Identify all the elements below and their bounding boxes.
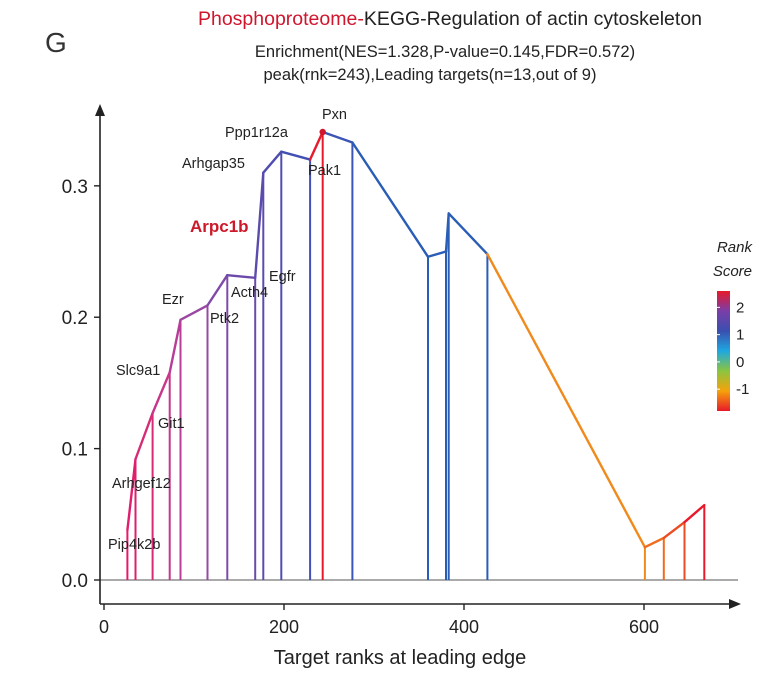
axes [95,104,741,609]
gene-label: Pak1 [308,163,341,179]
curve-segment [168,318,182,374]
y-tick-label: 0.0 [62,571,88,592]
gene-label: Arhgef12 [112,476,171,492]
curve-segment [447,212,489,256]
y-axis-arrow [95,104,105,116]
legend-title-score: Score [713,263,752,280]
legend-tick-label: -1 [736,381,749,398]
gene-label: Pxn [322,107,347,123]
gene-label: Git1 [158,416,185,432]
curve-segment [126,457,137,532]
curve-segment [226,273,257,280]
chart-title-main: KEGG-Regulation of actin cytoskeleton [364,8,702,30]
legend-tick-label: 1 [736,327,744,344]
gene-label: Acth4 [231,285,268,301]
gene-label: Arpc1b [190,217,249,236]
curve-segment [444,212,450,253]
curve-segment [351,141,430,258]
rank-drop-lines [126,131,706,580]
curve-segment [280,150,312,161]
legend-ticks: 2 1 0 -1 [717,299,749,398]
legend-title-rank: Rank [717,239,754,256]
y-ticks: 0.0 0.1 0.2 0.3 [62,177,100,592]
chart-subtitle-enrichment: Enrichment(NES=1.328,P-value=0.145,FDR=0… [255,43,635,61]
curve-segment [683,503,706,524]
gene-label: Pip4k2b [108,537,160,553]
y-tick-label: 0.3 [62,177,88,198]
x-axis-label: Target ranks at leading edge [274,647,526,669]
curve-segment [486,252,647,549]
curve-segment [253,171,265,280]
curve-segment [179,304,209,322]
legend-tick-label: 0 [736,354,744,371]
legend-color-bar [717,291,730,411]
peak-point [319,128,326,136]
curve-segment [206,273,229,307]
chart-subtitle-peak: peak(rnk=243),Leading targets(n=13,out o… [264,66,597,84]
x-axis-arrow [729,599,741,609]
gene-label: Slc9a1 [116,363,160,379]
enrichment-curve [126,130,706,549]
y-tick-label: 0.2 [62,308,88,329]
x-tick-label: 200 [269,617,299,637]
gene-label: Arhgap35 [182,156,245,172]
chart-title: Phosphoproteome-KEGG-Regulation of actin… [198,8,702,30]
legend-tick-label: 2 [736,299,744,316]
curve-segment [426,250,448,258]
x-ticks: 0 200 400 600 [99,604,659,637]
peak-marker [319,128,326,136]
chart-title-accent: Phosphoproteome- [198,8,364,30]
rank-score-legend: Rank Score 2 1 0 -1 [713,239,754,411]
gene-labels: Pip4k2b Arhgef12 Git1 Slc9a1 Ezr Ptk2 Acth4 Arp… [108,107,347,553]
gene-label: Ezr [162,292,184,308]
x-tick-label: 0 [99,617,109,637]
panel-letter: G [45,27,67,58]
curve-segment [134,411,154,461]
curve-segment [262,150,283,174]
x-tick-label: 600 [629,617,659,637]
curve-segment [308,130,324,161]
x-tick-label: 400 [449,617,479,637]
curve-segment [321,130,354,144]
y-tick-label: 0.1 [62,440,88,461]
curve-segment [151,371,171,415]
gene-label: Ptk2 [210,311,239,327]
gene-label: Egfr [269,269,296,285]
gene-label: Ppp1r12a [225,125,289,141]
curve-segment [643,536,665,549]
curve-segment [662,520,686,540]
